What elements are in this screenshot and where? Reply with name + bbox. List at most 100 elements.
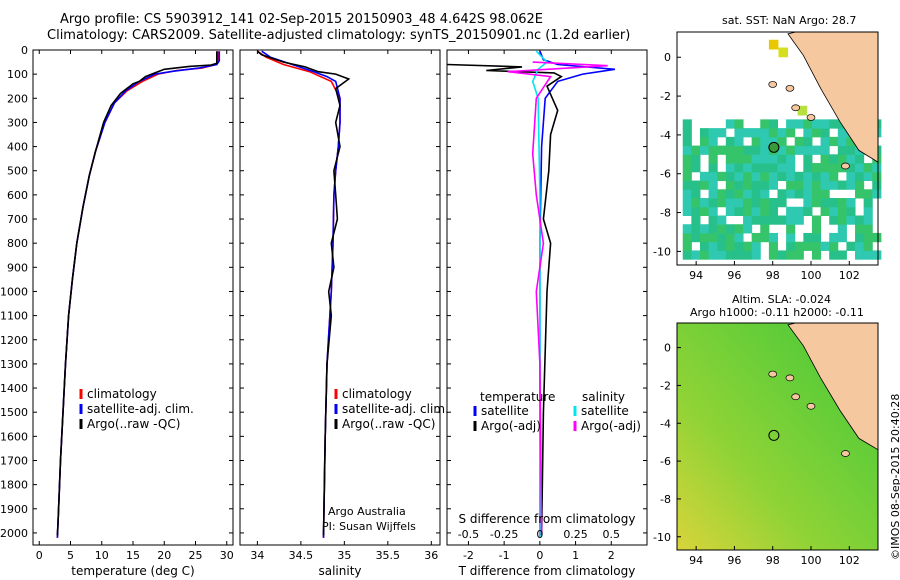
- sst-cell: [768, 198, 778, 208]
- sst-cell: [751, 180, 761, 190]
- sst-cell: [751, 171, 761, 182]
- series-line-t-argo-adj-: [446, 63, 563, 536]
- sst-cell: [846, 198, 856, 208]
- sst-cell: [803, 119, 813, 129]
- sst-cell: [760, 119, 770, 129]
- sst-cell: [855, 163, 865, 173]
- sst-cell: [846, 180, 856, 190]
- sst-cell: [699, 250, 710, 260]
- sst-cell: [743, 198, 753, 208]
- sst-cell: [811, 128, 822, 138]
- sst-cell: [691, 250, 701, 260]
- sst-cell: [820, 145, 830, 155]
- depth-tick-label: 900: [7, 261, 28, 274]
- annotation-argo-australia: Argo Australia: [328, 505, 406, 518]
- depth-tick-label: 1800: [0, 479, 28, 492]
- sst-cell: [699, 171, 710, 182]
- sst-cell: [682, 189, 692, 199]
- sst-cell: [717, 215, 727, 225]
- sst-cell: [725, 250, 735, 260]
- sst-cell: [872, 171, 882, 182]
- sst-cell: [751, 241, 761, 251]
- island: [806, 402, 816, 410]
- sst-cell: [751, 232, 761, 243]
- sst-cell: [768, 241, 778, 251]
- sst-cell: [829, 198, 839, 208]
- sst-cell: [699, 206, 710, 216]
- sst-cell: [725, 224, 735, 234]
- sst-cell: [811, 145, 822, 155]
- sst-cell: [682, 241, 692, 251]
- depth-tick-label: 1300: [0, 358, 28, 371]
- depth-tick-label: 1200: [0, 334, 28, 347]
- sst-cell: [786, 189, 796, 199]
- sst-cell: [717, 224, 727, 234]
- header-line2: Climatology: CARS2009. Satellite-adjuste…: [47, 28, 631, 43]
- sst-cell: [734, 154, 744, 164]
- sst-cell: [734, 171, 744, 182]
- sst-cell: [691, 232, 701, 243]
- sst-cell: [846, 241, 856, 251]
- x-tick-label: 0: [36, 549, 43, 562]
- sst-cell: [837, 180, 847, 190]
- sst-cell: [855, 250, 865, 260]
- panel-frame-temperature: [32, 49, 234, 546]
- sst-cell: [725, 154, 735, 164]
- island: [841, 162, 850, 170]
- sst-cell: [743, 189, 753, 199]
- sst-cell: [725, 180, 735, 190]
- sst-cell: [803, 171, 813, 182]
- sst-cell: [803, 163, 813, 173]
- sst-cell: [708, 136, 718, 147]
- sst-cell: [725, 163, 735, 173]
- sst-cell: [717, 128, 727, 138]
- sst-cell: [751, 154, 761, 164]
- sst-cell: [691, 198, 701, 208]
- legend-group-title: temperature: [480, 390, 555, 404]
- sst-cell: [846, 215, 856, 225]
- sst-cell: [708, 154, 718, 164]
- sst-cell: [743, 154, 753, 164]
- sst-cell: [829, 119, 839, 129]
- series-line-argo-raw-qc-: [56, 51, 218, 536]
- sst-cell: [786, 119, 796, 129]
- sst-cell: [682, 128, 692, 138]
- sst-cell: [682, 250, 692, 260]
- sst-cell: [777, 215, 787, 225]
- depth-tick-label: 1600: [0, 430, 28, 443]
- sst-cell: [682, 198, 692, 208]
- island: [791, 393, 801, 401]
- s-tick-label: -0.25: [490, 528, 518, 541]
- sst-cell: [777, 198, 787, 208]
- sst-cell: [829, 241, 839, 251]
- sst-cell: [829, 250, 839, 260]
- map-x-tick-label: 102: [839, 554, 860, 567]
- sst-cell: [811, 224, 822, 234]
- sst-cell: [820, 136, 830, 147]
- x-axis-label-top: S difference from climatology: [459, 512, 636, 526]
- sst-cell: [751, 206, 761, 216]
- legend-label: Argo(-adj): [581, 419, 641, 433]
- sst-cell: [803, 180, 813, 190]
- sst-cell: [708, 198, 718, 208]
- map-x-tick-label: 96: [727, 269, 741, 282]
- sst-cell: [777, 171, 787, 182]
- sst-cell: [803, 189, 813, 199]
- sst-cell: [863, 189, 873, 199]
- sst-cell: [734, 241, 744, 251]
- sst-cell: [725, 171, 735, 182]
- sst-cell: [794, 136, 804, 147]
- sst-cell: [829, 180, 839, 190]
- sst-cell: [794, 119, 804, 129]
- sst-cell: [786, 232, 796, 243]
- series-line-satellite-adj-clim-: [56, 51, 221, 538]
- map-x-tick-label: 94: [689, 269, 703, 282]
- s-tick-label: -0.5: [458, 528, 479, 541]
- series-line-s-argo-adj-: [507, 61, 608, 536]
- sst-cell: [768, 128, 778, 138]
- sst-cell: [743, 224, 753, 234]
- depth-tick-label: 1900: [0, 503, 28, 516]
- x-tick-label: 0: [536, 549, 543, 562]
- sst-cell: [811, 180, 822, 190]
